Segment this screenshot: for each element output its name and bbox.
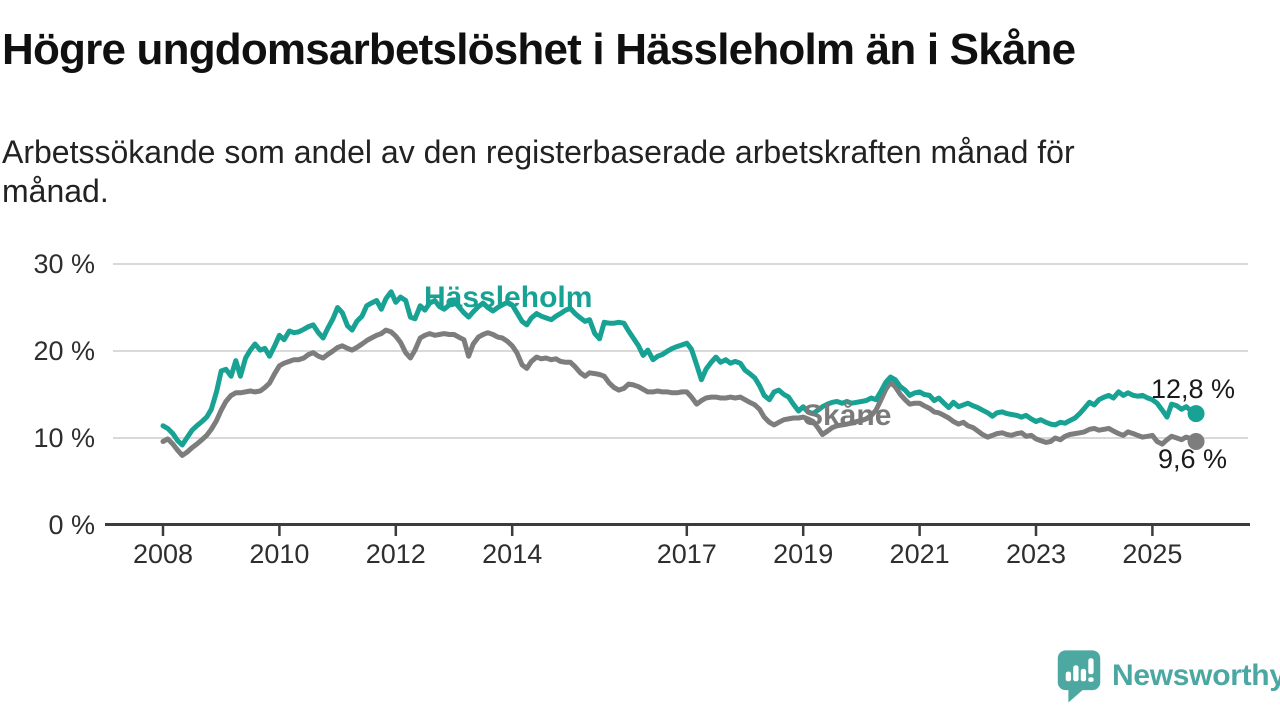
- y-axis-tick-label: 0 %: [48, 510, 95, 540]
- newsworthy-wordmark: Newsworthy: [1112, 659, 1280, 692]
- chart-subtitle: Arbetssökande som andel av den registerb…: [2, 134, 1075, 210]
- newsworthy-logo: Newsworthy: [1056, 648, 1280, 704]
- x-axis-tick-label: 2008: [133, 539, 193, 569]
- x-axis-tick-label: 2021: [890, 539, 950, 569]
- x-axis-tick-label: 2023: [1006, 539, 1066, 569]
- y-axis-tick-label: 30 %: [33, 249, 95, 279]
- series-end-dot-hässleholm: [1187, 405, 1205, 423]
- x-axis-tick-label: 2017: [657, 539, 717, 569]
- x-axis-tick-label: 2010: [249, 539, 309, 569]
- series-line-skåne: [160, 327, 1199, 458]
- x-axis-tick-label: 2012: [366, 539, 426, 569]
- series-label-hassleholm: Hässleholm: [424, 281, 593, 314]
- series-end-dot-skåne: [1187, 432, 1205, 450]
- end-value-label-hassleholm: 12,8 %: [1150, 374, 1235, 404]
- x-axis-tick-label: 2019: [773, 539, 833, 569]
- series-label-skane: Skåne: [803, 399, 892, 432]
- end-value-label-skane: 9,6 %: [1157, 444, 1227, 474]
- page-title: Högre ungdomsarbetslöshet i Hässleholm ä…: [2, 25, 1076, 74]
- y-axis-tick-label: 20 %: [33, 336, 95, 366]
- x-axis-tick-label: 2025: [1122, 539, 1182, 569]
- series-line-hässleholm: [160, 289, 1199, 448]
- x-axis-tick-label: 2014: [482, 539, 542, 569]
- y-axis-tick-label: 10 %: [33, 423, 95, 453]
- newsworthy-bubble-barchart-icon: [1057, 650, 1101, 703]
